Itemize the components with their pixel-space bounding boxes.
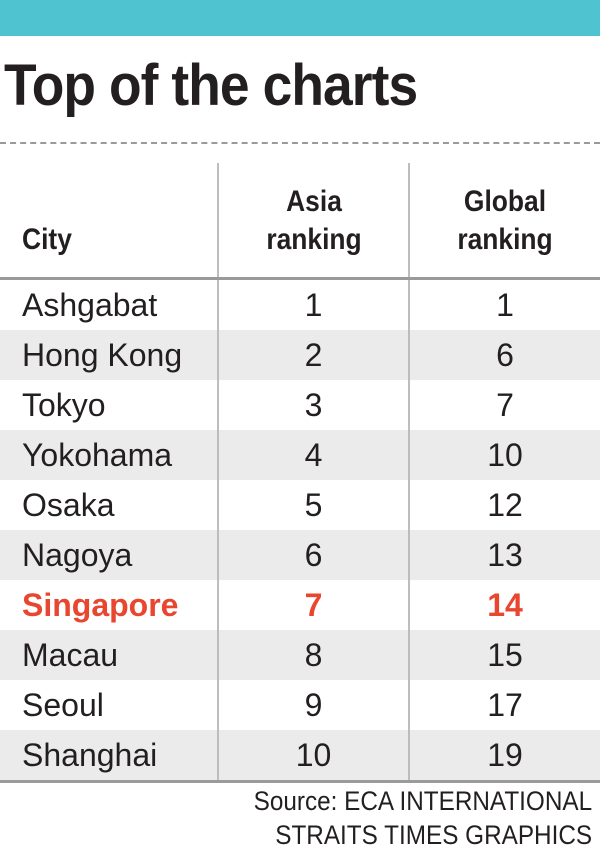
cell-global-ranking: 12 — [487, 487, 523, 523]
source-line-2: STRAITS TIMES GRAPHICS — [275, 820, 592, 850]
cell-asia-ranking: 1 — [218, 278, 410, 330]
table-header-row: City Asia ranking Global ranking — [0, 163, 600, 279]
table-row: Osaka 5 12 — [0, 480, 600, 530]
cell-city: Seoul — [0, 680, 219, 730]
cell-city: Yokohama — [0, 430, 219, 480]
cell-city: Shanghai — [0, 730, 219, 782]
cell-city: Macau — [0, 630, 219, 680]
cell-global-ranking: 14 — [487, 587, 523, 623]
cell-asia-ranking: 9 — [218, 680, 410, 730]
cell-asia-ranking: 4 — [218, 430, 410, 480]
chart-title: Top of the charts — [4, 53, 418, 118]
cell-city: Hong Kong — [0, 330, 219, 380]
cell-global-ranking: 19 — [409, 730, 600, 782]
source-line-1: Source: ECA INTERNATIONAL — [253, 786, 592, 816]
cell-asia-ranking: 8 — [218, 630, 410, 680]
cell-city: Nagoya — [0, 530, 219, 580]
column-header-city-label: City — [22, 223, 72, 256]
cell-asia-ranking: 6 — [218, 530, 410, 580]
column-header-asia-ranking: Asia ranking — [218, 163, 410, 279]
ranking-table-container: City Asia ranking Global ranking Ashgaba… — [0, 163, 600, 783]
cell-global-ranking: 7 — [496, 387, 514, 423]
dashed-divider — [0, 142, 600, 144]
cell-asia-ranking: 7 — [218, 580, 410, 630]
cell-city: Tokyo — [0, 380, 219, 430]
cell-global-ranking: 13 — [409, 530, 600, 580]
table-row: Singapore 7 14 — [0, 580, 600, 630]
table-row: Ashgabat 1 1 — [0, 278, 600, 330]
table-row: Macau 8 15 — [0, 630, 600, 680]
cell-global-ranking: 15 — [409, 630, 600, 680]
column-header-city: City — [0, 163, 219, 279]
table-row: Nagoya 6 13 — [0, 530, 600, 580]
table-row: Tokyo 3 7 — [0, 380, 600, 430]
cell-asia-ranking: 3 — [218, 380, 410, 430]
table-row: Shanghai 10 19 — [0, 730, 600, 782]
column-header-asia-label: Asia ranking — [265, 185, 362, 256]
cell-city: Singapore — [0, 580, 219, 630]
column-header-global-label: Global ranking — [457, 185, 553, 256]
cell-asia-ranking: 10 — [218, 730, 410, 782]
ranking-table: City Asia ranking Global ranking Ashgaba… — [0, 163, 600, 783]
table-body: Ashgabat 1 1 Hong Kong 2 6 Tokyo 3 7 Yokohama 4 10 O… — [0, 278, 600, 782]
table-row: Hong Kong 2 6 — [0, 330, 600, 380]
column-header-global-ranking: Global ranking — [409, 163, 600, 279]
table-row: Yokohama 4 10 — [0, 430, 600, 480]
cell-global-ranking: 10 — [409, 430, 600, 480]
cell-global-ranking: 17 — [487, 687, 523, 723]
cell-asia-ranking: 2 — [218, 330, 410, 380]
cell-global-ranking: 1 — [496, 287, 514, 323]
cell-global-ranking: 6 — [409, 330, 600, 380]
cell-city: Ashgabat — [0, 278, 219, 330]
table-row: Seoul 9 17 — [0, 680, 600, 730]
source-credit: Source: ECA INTERNATIONAL STRAITS TIMES … — [216, 784, 592, 850]
cell-asia-ranking: 5 — [218, 480, 410, 530]
cell-city: Osaka — [0, 480, 219, 530]
top-accent-bar — [0, 0, 600, 36]
